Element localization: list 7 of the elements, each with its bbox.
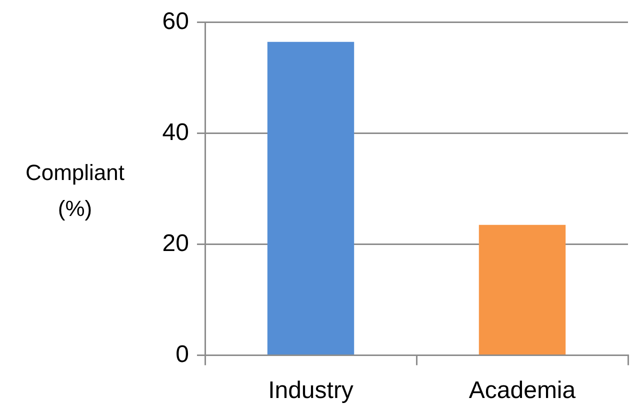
y-axis-title: Compliant (%) — [24, 159, 126, 223]
x-tick-label: Industry — [268, 377, 354, 404]
y-tick-label: 20 — [162, 230, 189, 257]
x-tick-label: Academia — [468, 377, 576, 404]
y-tick-label: 40 — [162, 118, 189, 146]
y-tick-label: 0 — [176, 340, 189, 368]
y-tick-label: 60 — [162, 8, 189, 36]
